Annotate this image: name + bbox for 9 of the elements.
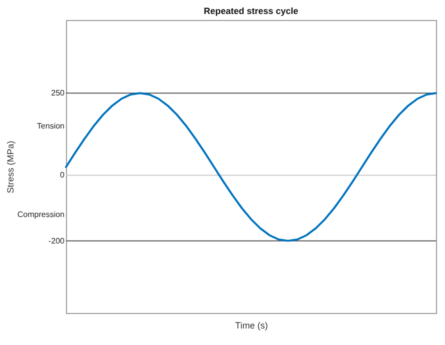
chart-title: Repeated stress cycle bbox=[204, 6, 298, 16]
y-tick-label: 250 bbox=[51, 88, 66, 98]
y-tick-label: -200 bbox=[48, 236, 66, 246]
y-tick-label: Tension bbox=[36, 121, 64, 130]
y-axis-title: Stress (MPa) bbox=[5, 140, 16, 194]
y-tick-label: 0 bbox=[60, 170, 66, 180]
y-tick-label: Compression bbox=[17, 210, 64, 220]
x-axis-title: Time (s) bbox=[235, 320, 268, 330]
line-series bbox=[65, 92, 437, 242]
